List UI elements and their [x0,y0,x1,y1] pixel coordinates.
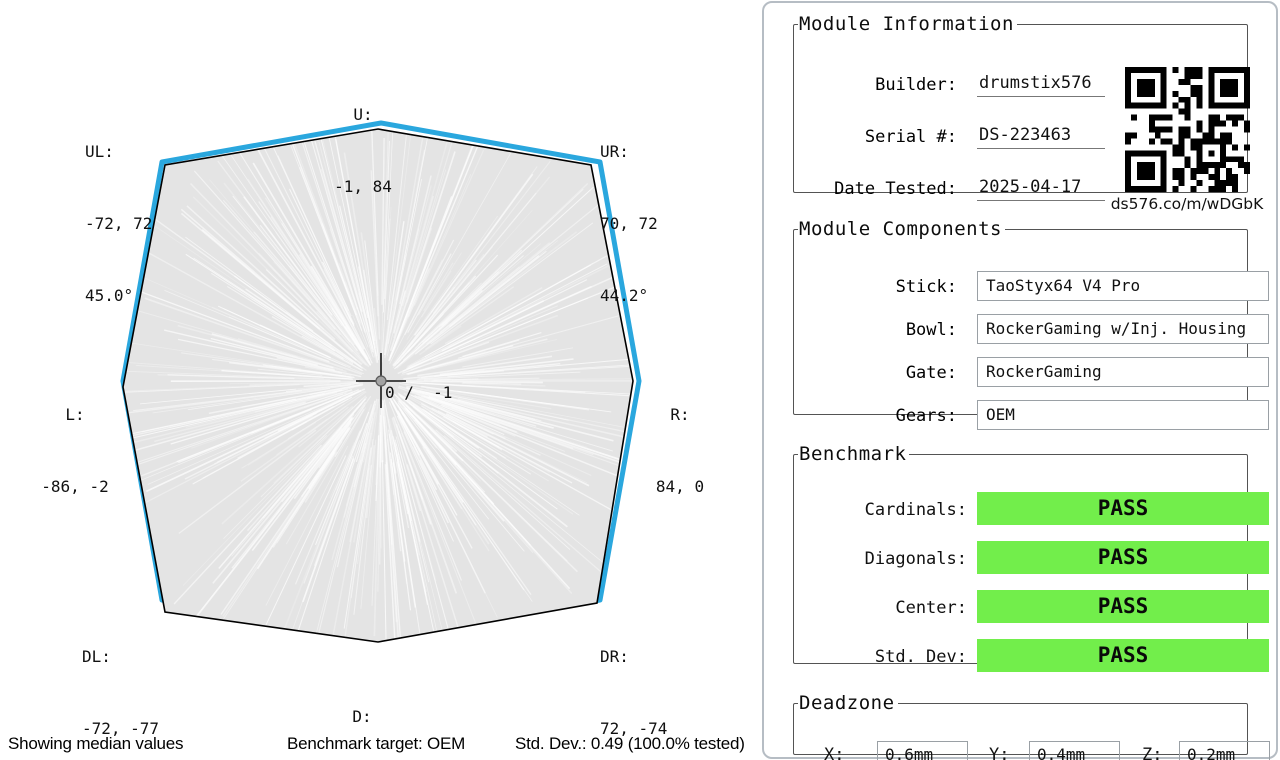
stick-input[interactable]: TaoStyx64 V4 Pro [977,271,1269,301]
cardinals-label: Cardinals: [864,500,967,520]
diagonals-label: Diagonals: [864,549,967,569]
plot-label-ul-name: UL: [85,142,114,161]
deadzone-panel: Deadzone X: 0.6mm Y: 0.4mm Z: 0.2mm [793,692,1270,760]
footer-note-benchmark: Benchmark target: OEM [287,734,466,753]
stick-label: Stick: [895,277,957,297]
module-components-title: Module Components [799,218,1002,240]
plot-label-r-value: 84, 0 [655,477,705,496]
serial-value: DS-223463 [977,125,1105,149]
plot-label-r-name: R: [670,405,690,424]
footer-note-stddev: Std. Dev.: 0.49 (100.0% tested) [515,734,745,753]
gate-label: Gate: [905,363,957,383]
diagonals-status-badge: PASS [977,541,1269,574]
stddev-status-badge: PASS [977,639,1269,672]
builder-value: drumstix576 [977,73,1105,97]
plot-label-l-name: L: [65,405,85,424]
module-information-panel: Module Information Builder: drumstix576 … [793,13,1263,213]
module-components-panel: Module Components Stick: TaoStyx64 V4 Pr… [793,218,1269,430]
bowl-input[interactable]: RockerGaming w/Inj. Housing [977,314,1269,344]
sample-streaks [123,129,633,642]
stddev-label: Std. Dev: [874,647,967,667]
info-card: Module Information Builder: drumstix576 … [762,1,1278,760]
deadzone-x-label: X: [824,745,845,760]
deadzone-y-label: Y: [989,745,1010,760]
plot-label-ur: UR: 70, 72 44.2° [600,92,658,356]
gears-input[interactable]: OEM [977,400,1269,430]
plot-label-r: R: 84, 0 [625,355,735,547]
plot-label-ul-value: -72, 72 [85,214,153,233]
deadzone-z-input[interactable]: 0.2mm [1179,741,1270,760]
cardinals-status-badge: PASS [977,492,1269,525]
benchmark-panel: Benchmark Cardinals: PASS Diagonals: PAS… [793,443,1269,672]
center-status-badge: PASS [977,590,1269,623]
builder-label: Builder: [875,75,957,95]
bowl-label: Bowl: [905,320,957,340]
deadzone-x-input[interactable]: 0.6mm [877,741,968,760]
footer-note-median: Showing median values [8,734,184,753]
plot-label-dl-value: -72, -77 [82,719,160,738]
benchmark-title: Benchmark [799,443,907,465]
plot-label-dl-name: DL: [82,647,111,666]
center-value-label: 0 / -1 [385,383,453,402]
plot-label-ul: UL: -72, 72 45.0° [85,92,152,356]
module-information-title: Module Information [799,13,1014,35]
deadzone-z-label: Z: [1142,745,1163,760]
serial-label: Serial #: [864,127,957,147]
plot-label-l: L: -86, -2 [20,355,130,547]
center-crosshair [356,353,406,408]
plot-label-u-name: U: [353,105,373,124]
plot-label-ur-value: 70, 72 [600,214,658,233]
gears-label: Gears: [895,406,957,426]
qr-caption-url: ds576.co/m/wDGbK [1110,195,1264,213]
plot-label-u: U: -1, 84 [293,55,433,271]
deadzone-y-input[interactable]: 0.4mm [1029,741,1120,760]
gate-plot: U: -1, 84 UL: -72, 72 45.0° UR: 70, 72 4… [8,55,745,760]
plot-label-dr: DR: 72, -74 44.2° [600,597,667,760]
qr-code [1125,67,1250,192]
plot-label-d: D: -1, -87 [292,657,432,760]
plot-label-dl: DL: -72, -77 43.1° [82,597,159,760]
plot-label-d-name: D: [352,707,372,726]
plot-label-dr-name: DR: [600,647,629,666]
date-tested-label: Date Tested: [834,179,957,199]
measured-outline-polygon [122,128,634,643]
plot-label-ur-name: UR: [600,142,629,161]
date-tested-value: 2025-04-17 [977,177,1105,201]
gate-plot-canvas [120,120,642,643]
plot-label-ur-angle: 44.2° [600,286,649,305]
center-label: Center: [895,598,967,618]
plot-label-dr-value: 72, -74 [600,719,668,738]
gate-input[interactable]: RockerGaming [977,357,1269,387]
plot-label-l-value: -86, -2 [41,477,109,496]
deadzone-title: Deadzone [799,692,895,714]
plot-label-ul-angle: 45.0° [85,286,134,305]
plot-label-u-value: -1, 84 [334,177,392,196]
center-point-dot [375,375,387,387]
